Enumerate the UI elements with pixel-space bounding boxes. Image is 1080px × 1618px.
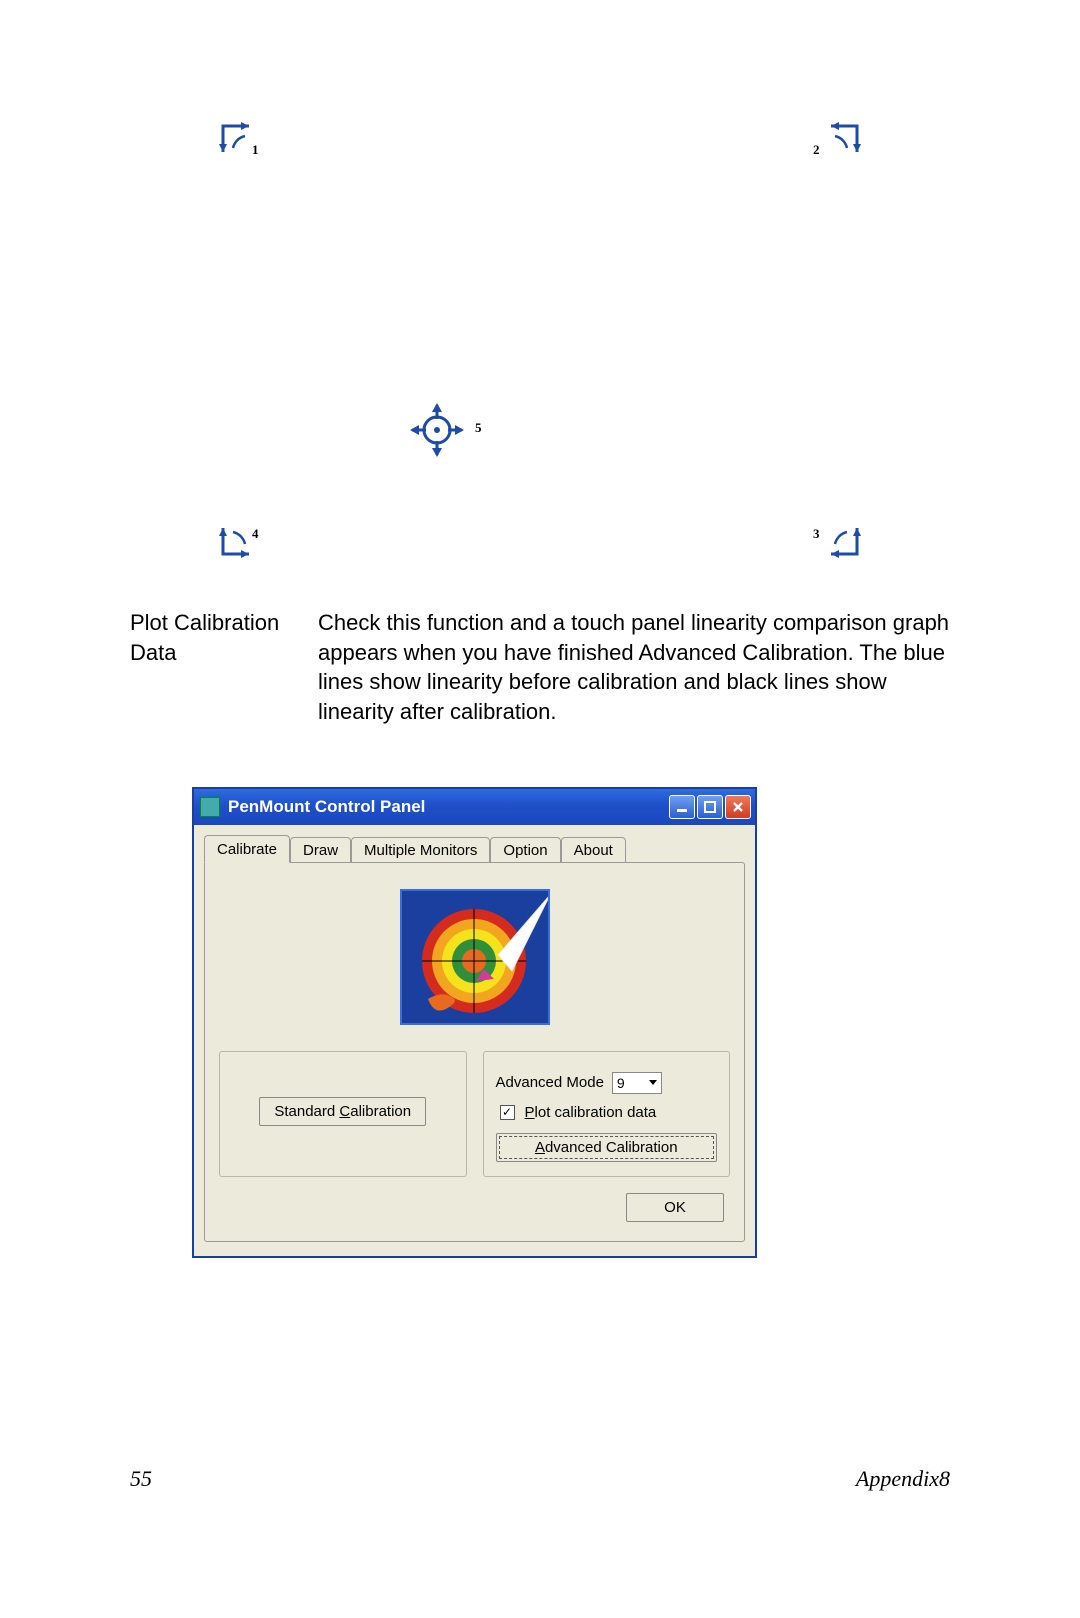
calib-point-3-label: 3 <box>813 526 820 542</box>
maximize-button[interactable] <box>697 795 723 819</box>
ok-button[interactable]: OK <box>626 1193 724 1222</box>
plot-checkbox[interactable]: ✓ <box>500 1105 515 1120</box>
calib-point-1: 1 <box>217 120 257 160</box>
dropdown-arrow-icon <box>649 1080 657 1085</box>
description-body: Check this function and a touch panel li… <box>318 608 950 727</box>
calib-point-3: 3 <box>823 520 863 560</box>
calibration-figure: 1 2 3 <box>217 120 863 560</box>
calib-point-4: 4 <box>217 520 257 560</box>
description-row: Plot Calibra­tion Data Check this functi… <box>130 608 950 727</box>
advanced-mode-row: Advanced Mode 9 <box>496 1072 718 1094</box>
document-page: 1 2 3 <box>130 120 950 1258</box>
app-icon <box>200 797 220 817</box>
calib-point-2: 2 <box>823 120 863 160</box>
target-illustration <box>400 889 550 1025</box>
window-title: PenMount Control Panel <box>228 797 425 817</box>
dialog-body: Calibrate Draw Multiple Monitors Option … <box>194 825 755 1256</box>
ok-row: OK <box>219 1177 730 1222</box>
plot-checkbox-label: Plot calibration data <box>525 1104 657 1121</box>
tab-calibrate[interactable]: Calibrate <box>204 835 290 863</box>
advanced-fieldset: Advanced Mode 9 ✓ Plot calibration data <box>483 1051 731 1177</box>
advanced-mode-value: 9 <box>617 1075 625 1091</box>
plot-checkbox-row: ✓ Plot calibration data <box>496 1104 718 1121</box>
tab-multiple-monitors[interactable]: Multiple Monitors <box>351 837 490 863</box>
tab-about[interactable]: About <box>561 837 626 863</box>
calib-point-4-label: 4 <box>252 526 259 542</box>
standard-calibration-button[interactable]: Standard Calibration <box>259 1097 426 1126</box>
calib-point-5-label: 5 <box>475 420 482 436</box>
calib-point-5 <box>407 400 467 460</box>
close-button[interactable] <box>725 795 751 819</box>
dialog-container: PenMount Control Panel Calibrate Draw Mu… <box>192 787 757 1258</box>
tab-strip: Calibrate Draw Multiple Monitors Option … <box>204 835 745 863</box>
description-term: Plot Calibra­tion Data <box>130 608 280 727</box>
advanced-mode-select[interactable]: 9 <box>612 1072 662 1094</box>
page-footer: 55 Appendix8 <box>130 1466 950 1492</box>
section-name: Appendix8 <box>856 1466 950 1492</box>
advanced-calibration-button[interactable]: Advanced Calibration <box>496 1133 718 1162</box>
penmount-dialog: PenMount Control Panel Calibrate Draw Mu… <box>192 787 757 1258</box>
advanced-mode-label: Advanced Mode <box>496 1074 604 1091</box>
tab-draw[interactable]: Draw <box>290 837 351 863</box>
tab-option[interactable]: Option <box>490 837 560 863</box>
standard-fieldset: Standard Calibration <box>219 1051 467 1177</box>
titlebar[interactable]: PenMount Control Panel <box>194 789 755 825</box>
tab-panel-calibrate: Standard Calibration Advanced Mode 9 <box>204 862 745 1242</box>
page-number: 55 <box>130 1466 152 1492</box>
calib-point-1-label: 1 <box>252 142 259 158</box>
calib-point-2-label: 2 <box>813 142 820 158</box>
fieldset-row: Standard Calibration Advanced Mode 9 <box>219 1051 730 1177</box>
minimize-button[interactable] <box>669 795 695 819</box>
